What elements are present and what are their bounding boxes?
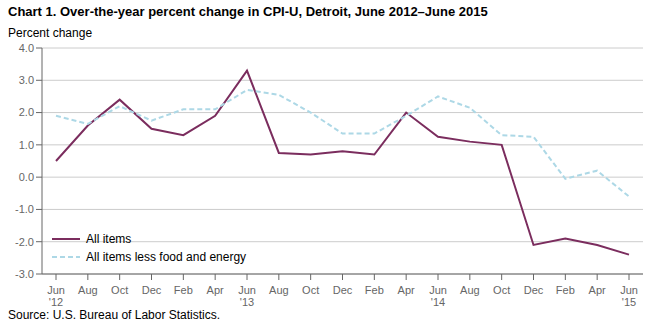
html-text:Chart 1. Over-the-year percent: Chart 1. Over-the-year percent change in… xyxy=(8,4,488,19)
svg-text:Oct: Oct xyxy=(302,284,319,296)
svg-text:Oct: Oct xyxy=(493,284,510,296)
svg-text:Dec: Dec xyxy=(142,284,162,296)
html-text:Percent change: Percent change xyxy=(8,26,93,40)
html-text:All items less food and energy: All items less food and energy xyxy=(86,250,247,264)
svg-text:-2.0: -2.0 xyxy=(15,236,34,248)
svg-text:0.0: 0.0 xyxy=(19,171,34,183)
svg-text:Jun'15: Jun'15 xyxy=(620,284,638,308)
svg-text:Jun'13: Jun'13 xyxy=(238,284,256,308)
svg-text:Aug: Aug xyxy=(78,284,98,296)
svg-text:Feb: Feb xyxy=(365,284,384,296)
svg-text:Apr: Apr xyxy=(398,284,415,296)
svg-text:-3.0: -3.0 xyxy=(15,268,34,280)
svg-text:Dec: Dec xyxy=(333,284,353,296)
html-text:All items: All items xyxy=(86,232,132,246)
svg-text:-1.0: -1.0 xyxy=(15,203,34,215)
svg-text:Aug: Aug xyxy=(460,284,480,296)
svg-text:3.0: 3.0 xyxy=(19,74,34,86)
svg-text:Jun'14: Jun'14 xyxy=(429,284,447,308)
svg-text:Jun'12: Jun'12 xyxy=(47,284,65,308)
svg-text:Apr: Apr xyxy=(589,284,606,296)
svg-text:Oct: Oct xyxy=(111,284,128,296)
svg-text:Dec: Dec xyxy=(524,284,544,296)
html-text:Source: U.S. Bureau of Labor S: Source: U.S. Bureau of Labor Statistics. xyxy=(8,308,221,322)
svg-text:4.0: 4.0 xyxy=(19,42,34,54)
svg-text:Aug: Aug xyxy=(269,284,289,296)
svg-text:2.0: 2.0 xyxy=(19,106,34,118)
svg-text:Feb: Feb xyxy=(174,284,193,296)
svg-text:1.0: 1.0 xyxy=(19,139,34,151)
svg-text:Feb: Feb xyxy=(556,284,575,296)
svg-text:Apr: Apr xyxy=(207,284,224,296)
